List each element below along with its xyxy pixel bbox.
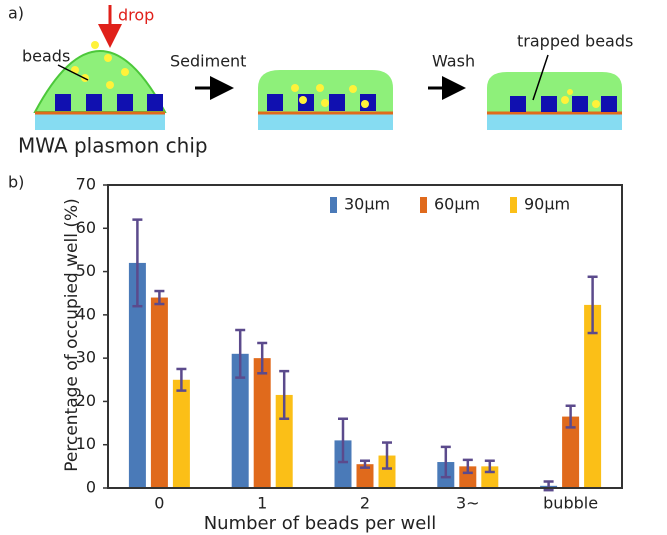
x-axis-label: Number of beads per well: [204, 513, 437, 534]
y-tick-label: 40: [76, 304, 96, 323]
legend-swatch: [330, 197, 337, 213]
y-tick-label: 50: [76, 261, 96, 280]
substrate: [258, 114, 393, 130]
sediment-label: Sediment: [170, 52, 246, 71]
substrate: [35, 114, 165, 130]
y-axis-label: Percentage of occupied well (%): [62, 198, 82, 472]
legend-swatch: [420, 197, 427, 213]
y-tick-label: 30: [76, 348, 96, 367]
y-tick-label: 10: [76, 434, 96, 453]
y-tick-label: 0: [86, 478, 96, 497]
x-tick-label: 1: [257, 494, 267, 513]
bar: [173, 380, 190, 488]
y-tick-label: 70: [76, 175, 96, 194]
x-tick-label: 3~: [456, 494, 480, 513]
figure: a) drop beads MWA plasmon chip Sediment …: [0, 0, 667, 535]
x-tick-label: 0: [154, 494, 164, 513]
beads-label: beads: [22, 47, 70, 66]
bar: [254, 358, 271, 488]
panel-label: a): [8, 4, 24, 23]
diagram: a) drop beads MWA plasmon chip Sediment …: [8, 4, 633, 158]
panel-label: b): [8, 173, 24, 192]
chip-label: MWA plasmon chip: [18, 134, 208, 158]
y-tick-label: 20: [76, 391, 96, 410]
x-tick-label: 2: [360, 494, 370, 513]
wash-label: Wash: [432, 52, 475, 71]
substrate: [487, 114, 622, 130]
bar: [151, 298, 168, 488]
legend-label: 90µm: [524, 195, 570, 214]
drop-label: drop: [118, 6, 154, 25]
y-tick-label: 60: [76, 218, 96, 237]
legend-label: 30µm: [344, 195, 390, 214]
legend-label: 60µm: [434, 195, 480, 214]
x-tick-label: bubble: [543, 494, 598, 513]
trapped-label: trapped beads: [517, 32, 633, 51]
legend-swatch: [510, 197, 517, 213]
